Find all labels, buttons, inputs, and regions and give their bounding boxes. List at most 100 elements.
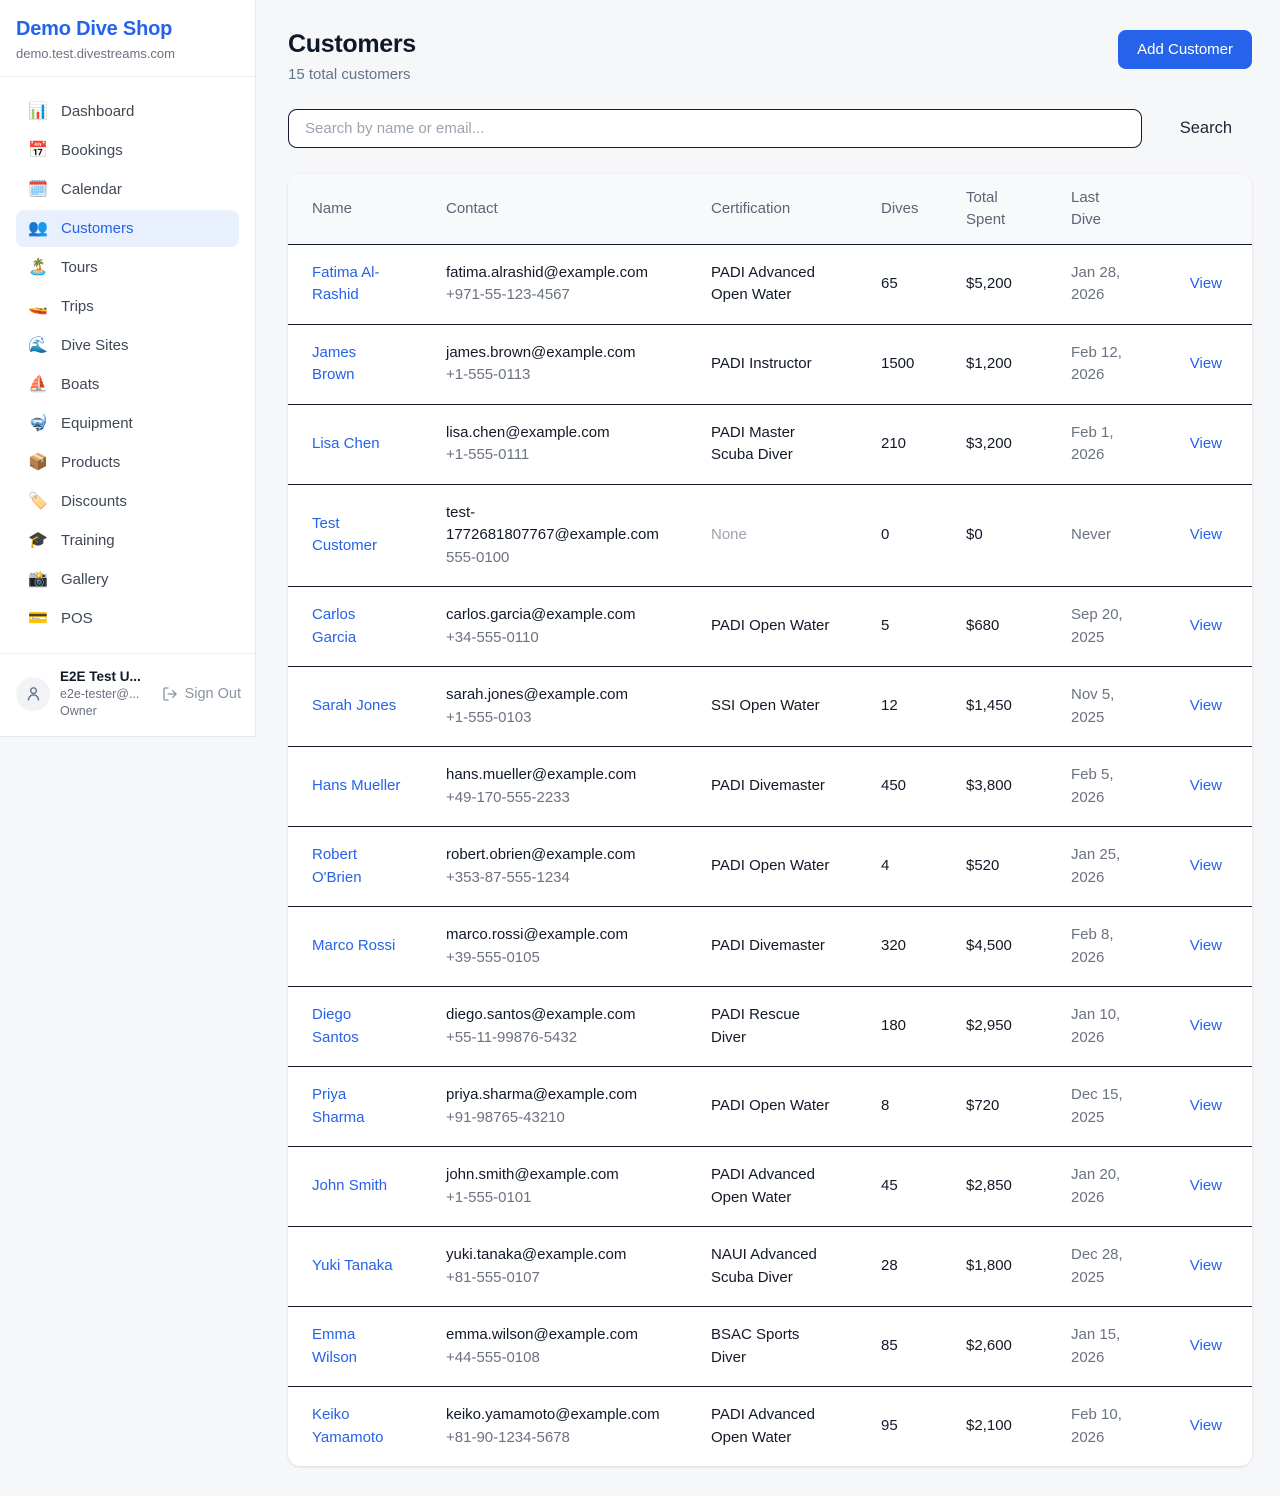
- customer-email: lisa.chen@example.com: [446, 423, 610, 441]
- customer-name-link[interactable]: Yuki Tanaka: [312, 1257, 393, 1275]
- sidebar-item-bookings[interactable]: 📅 Bookings: [16, 132, 239, 169]
- total-spent-cell: $520: [958, 826, 1063, 907]
- customer-name-link[interactable]: Emma Wilson: [312, 1326, 358, 1366]
- name-cell: Robert O'Brien: [288, 826, 438, 907]
- column-header-label: Last Dive: [1071, 189, 1102, 228]
- sidebar-item-dive-sites[interactable]: 🌊 Dive Sites: [16, 327, 239, 364]
- customer-name-link[interactable]: Test Customer: [312, 514, 378, 555]
- view-link[interactable]: View: [1189, 1257, 1222, 1275]
- customer-row: Robert O'Brien robert.obrien@example.com +…: [288, 826, 1252, 907]
- contact-cell: lisa.chen@example.com +1-555-0111: [438, 404, 703, 485]
- sailboat-icon: ⛵: [28, 375, 48, 393]
- last-dive-cell: Jan 10, 2026: [1063, 986, 1168, 1067]
- view-link[interactable]: View: [1189, 1017, 1222, 1035]
- last-dive-cell: Feb 5, 2026: [1063, 746, 1168, 827]
- last-dive-cell: Feb 12, 2026: [1063, 324, 1168, 405]
- sidebar-item-equipment[interactable]: 🤿 Equipment: [16, 405, 239, 442]
- view-cell: View: [1168, 1066, 1252, 1147]
- view-link[interactable]: View: [1189, 354, 1222, 372]
- add-customer-button[interactable]: Add Customer: [1118, 30, 1252, 69]
- dives-cell: 65: [873, 244, 958, 325]
- logout-icon: [162, 687, 177, 701]
- contact-cell: priya.sharma@example.com +91-98765-43210: [438, 1066, 703, 1147]
- column-header-name: Name: [288, 174, 438, 245]
- name-cell: Keiko Yamamoto: [288, 1387, 438, 1467]
- customer-row: Hans Mueller hans.mueller@example.com +49-…: [288, 746, 1252, 827]
- view-link[interactable]: View: [1189, 434, 1222, 452]
- view-cell: View: [1168, 746, 1252, 827]
- customer-name-link[interactable]: James Brown: [312, 343, 357, 384]
- customer-name-link[interactable]: Lisa Chen: [312, 434, 380, 452]
- customer-name-link[interactable]: Diego Santos: [312, 1006, 359, 1046]
- sidebar-item-dashboard[interactable]: 📊 Dashboard: [16, 93, 239, 130]
- sidebar-item-label: Dashboard: [61, 103, 135, 120]
- search-input[interactable]: [288, 109, 1142, 148]
- customer-name-link[interactable]: Keiko Yamamoto: [312, 1406, 384, 1446]
- view-cell: View: [1168, 906, 1252, 987]
- customer-name-link[interactable]: Sarah Jones: [312, 697, 397, 715]
- title-block: Customers 15 total customers: [288, 30, 416, 83]
- view-cell: View: [1168, 1146, 1252, 1227]
- customer-name-link[interactable]: Marco Rossi: [312, 937, 396, 955]
- view-link[interactable]: View: [1189, 857, 1222, 875]
- customer-row: Test Customer test-1772681807767@example.…: [288, 484, 1252, 587]
- sidebar-item-trips[interactable]: 🚤 Trips: [16, 288, 239, 325]
- view-link[interactable]: View: [1189, 274, 1222, 292]
- sidebar-item-customers[interactable]: 👥 Customers: [16, 210, 239, 247]
- sidebar-item-training[interactable]: 🎓 Training: [16, 522, 239, 559]
- sign-out-button[interactable]: Sign Out: [162, 686, 241, 702]
- last-dive-date: Dec 15, 2025: [1071, 1086, 1123, 1126]
- view-link[interactable]: View: [1189, 777, 1222, 795]
- view-link[interactable]: View: [1189, 1417, 1222, 1435]
- sidebar-item-pos[interactable]: 💳 POS: [16, 600, 239, 637]
- dives-cell: 28: [873, 1226, 958, 1307]
- total-spent-cell: $1,200: [958, 324, 1063, 405]
- certification-cell: PADI Master Scuba Diver: [703, 404, 873, 485]
- total-spent-cell: $5,200: [958, 244, 1063, 325]
- sidebar-item-label: Calendar: [61, 181, 122, 198]
- customer-name-link[interactable]: Priya Sharma: [312, 1086, 365, 1126]
- total-spent-cell: $720: [958, 1066, 1063, 1147]
- certification-value: BSAC Sports Diver: [711, 1326, 800, 1366]
- customer-email: diego.santos@example.com: [446, 1006, 636, 1023]
- sidebar-item-discounts[interactable]: 🏷️ Discounts: [16, 483, 239, 520]
- view-link[interactable]: View: [1189, 617, 1222, 635]
- calendar-icon: 📅: [28, 141, 48, 159]
- column-header-label: Contact: [446, 199, 498, 217]
- view-cell: View: [1168, 484, 1252, 587]
- customer-name-link[interactable]: Robert O'Brien: [312, 846, 362, 886]
- last-dive-date: Feb 1, 2026: [1071, 423, 1114, 464]
- customer-phone: +81-90-1234-5678: [446, 1428, 570, 1446]
- certification-value: PADI Rescue Diver: [711, 1006, 800, 1046]
- search-button[interactable]: Search: [1172, 113, 1240, 144]
- sidebar-item-gallery[interactable]: 📸 Gallery: [16, 561, 239, 598]
- view-link[interactable]: View: [1189, 526, 1222, 543]
- view-link[interactable]: View: [1189, 1177, 1222, 1195]
- view-link[interactable]: View: [1189, 937, 1222, 955]
- view-link[interactable]: View: [1189, 1097, 1222, 1115]
- user-name: E2E Test U...: [60, 669, 141, 684]
- view-cell: View: [1168, 1226, 1252, 1307]
- sidebar-item-tours[interactable]: 🏝️ Tours: [16, 249, 239, 286]
- customer-email: john.smith@example.com: [446, 1166, 619, 1183]
- customer-name-link[interactable]: Fatima Al-Rashid: [312, 263, 380, 304]
- page-title: Customers: [288, 30, 416, 58]
- certification-cell: SSI Open Water: [703, 666, 873, 747]
- view-link[interactable]: View: [1189, 1337, 1222, 1355]
- sidebar-item-products[interactable]: 📦 Products: [16, 444, 239, 481]
- total-spent-cell: $1,800: [958, 1226, 1063, 1307]
- customer-phone: +91-98765-43210: [446, 1108, 565, 1126]
- customer-name-link[interactable]: John Smith: [312, 1177, 388, 1195]
- customer-name-link[interactable]: Carlos Garcia: [312, 606, 357, 646]
- package-icon: 📦: [28, 453, 48, 471]
- customer-name-link[interactable]: Hans Mueller: [312, 777, 401, 795]
- table-body: Fatima Al-Rashid fatima.alrashid@example.…: [288, 244, 1252, 1466]
- customer-email: fatima.alrashid@example.com: [446, 263, 648, 281]
- contact-cell: hans.mueller@example.com +49-170-555-2233: [438, 746, 703, 827]
- contact-cell: robert.obrien@example.com +353-87-555-123…: [438, 826, 703, 907]
- sidebar-item-boats[interactable]: ⛵ Boats: [16, 366, 239, 403]
- sidebar-item-label: Dive Sites: [61, 337, 129, 354]
- sidebar-item-calendar[interactable]: 🗓️ Calendar: [16, 171, 239, 208]
- view-link[interactable]: View: [1189, 697, 1222, 715]
- diving-mask-icon: 🤿: [28, 414, 48, 432]
